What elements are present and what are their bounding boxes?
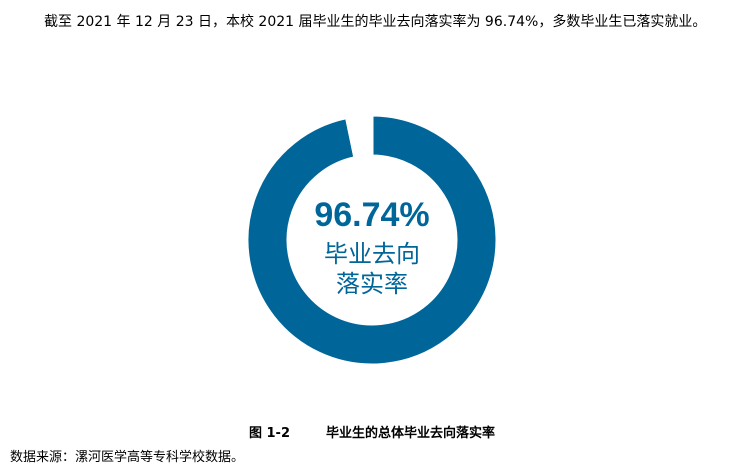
center-label-line-2: 落实率 [336,270,408,298]
intro-paragraph: 截至 2021 年 12 月 23 日，本校 2021 届毕业生的毕业去向落实率… [44,14,707,30]
figure-caption: 图 1-2 毕业生的总体毕业去向落实率 [0,422,744,441]
donut-chart: 96.74% 毕业去向 落实率 [245,113,499,367]
center-value: 96.74% [314,196,429,234]
donut-slice-1 [344,113,374,160]
figure-title: 毕业生的总体毕业去向落实率 [326,426,496,441]
figure-number: 图 1-2 [248,426,290,441]
donut-slice-0 [245,113,499,367]
center-label-line-1: 毕业去向 [324,240,420,268]
data-source: 数据来源：漯河医学高等专科学校数据。 [10,450,245,465]
